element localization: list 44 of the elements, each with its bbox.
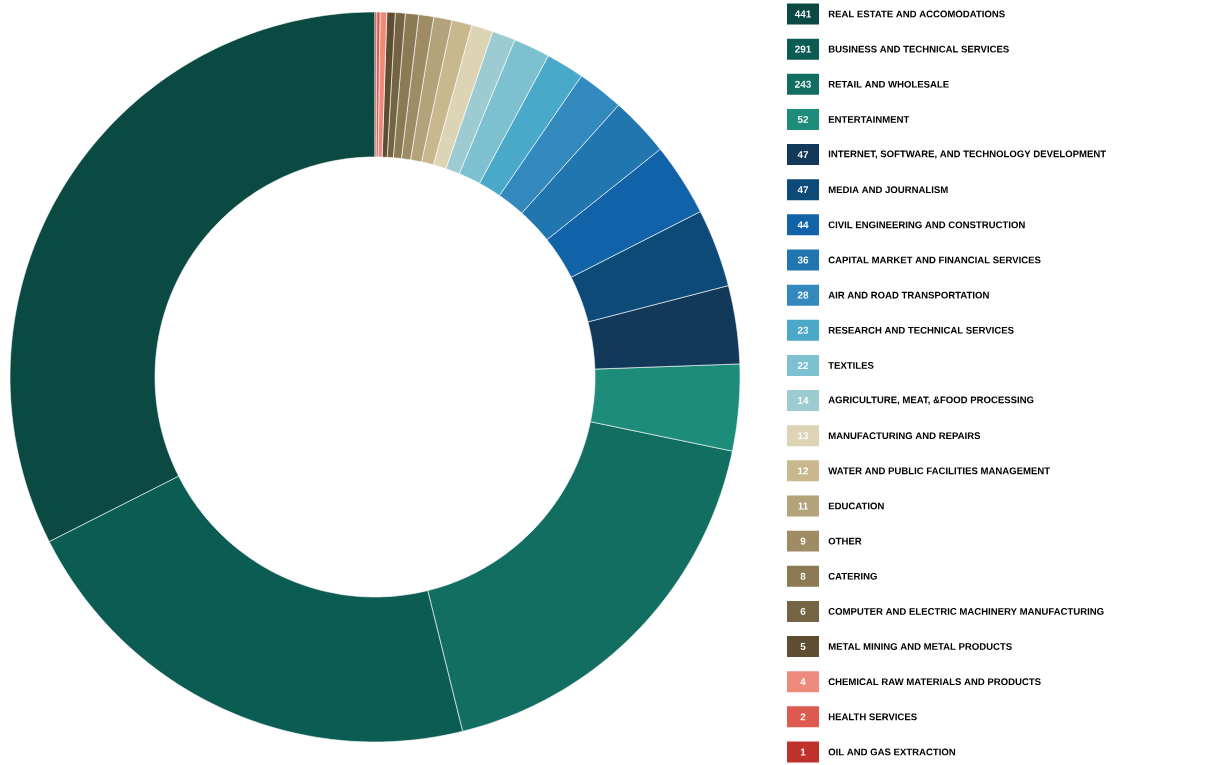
data-label: 13: [798, 432, 809, 440]
legend-label: METAL MINING AND METAL PRODUCTS: [828, 643, 1012, 650]
legend-label: CATERING: [828, 572, 877, 580]
legend-label: EDUCATION: [828, 502, 884, 510]
legend-label: WATER AND PUBLIC FACILITIES MANAGEMENT: [828, 467, 1050, 475]
legend-label: REAL ESTATE AND ACCOMODATIONS: [828, 10, 1005, 18]
data-label: 44: [797, 221, 809, 229]
legend-label: MANUFACTURING AND REPAIRS: [828, 432, 981, 440]
data-label: 243: [795, 80, 811, 88]
data-label: 8: [800, 572, 806, 580]
data-label: 4: [800, 678, 806, 686]
data-label: 6: [800, 607, 806, 615]
data-label: 2: [800, 713, 806, 721]
legend-label: INTERNET, SOFTWARE, AND TECHNOLOGY DEVELOPMENT: [828, 150, 1106, 159]
data-label: 9: [800, 537, 806, 545]
data-label: 47: [797, 186, 809, 194]
legend-label: MEDIA AND JOURNALISM: [828, 186, 948, 194]
legend-label: AIR AND ROAD TRANSPORTATION: [828, 291, 989, 299]
legend-label: RESEARCH AND TECHNICAL SERVICES: [828, 326, 1014, 334]
data-label: 291: [795, 45, 812, 53]
legend-label: CIVIL ENGINEERING AND CONSTRUCTION: [828, 221, 1025, 229]
legend-label: ENTERTAINMENT: [828, 116, 910, 123]
legend-label: HEALTH SERVICES: [828, 713, 917, 721]
legend-label: CAPITAL MARKET AND FINANCIAL SERVICES: [828, 256, 1041, 264]
data-label: 52: [797, 115, 809, 123]
data-label: 11: [798, 502, 808, 510]
legend-label: TEXTILES: [828, 362, 874, 369]
data-label: 36: [797, 256, 809, 264]
data-label: 1: [800, 748, 806, 756]
data-label: 28: [797, 291, 809, 299]
legend-label: CHEMICAL RAW MATERIALS AND PRODUCTS: [828, 678, 1041, 686]
data-label: 47: [797, 151, 809, 158]
legend-label: OIL AND GAS EXTRACTION: [828, 748, 956, 756]
legend-label: BUSINESS AND TECHNICAL SERVICES: [828, 45, 1009, 53]
data-label: 12: [798, 467, 809, 475]
legend-label: OTHER: [828, 537, 862, 545]
legend-label: AGRICULTURE, MEAT, &FOOD PROCESSING: [828, 396, 1034, 405]
data-label: 441: [794, 10, 812, 18]
data-label: 14: [798, 397, 809, 404]
legend-label: RETAIL AND WHOLESALE: [828, 80, 949, 88]
data-label: 23: [797, 326, 809, 334]
data-label: 22: [797, 361, 809, 369]
legend-label: COMPUTER AND ELECTRIC MACHINERY MANUFACTURING: [828, 608, 1104, 615]
data-label: 5: [800, 643, 806, 651]
